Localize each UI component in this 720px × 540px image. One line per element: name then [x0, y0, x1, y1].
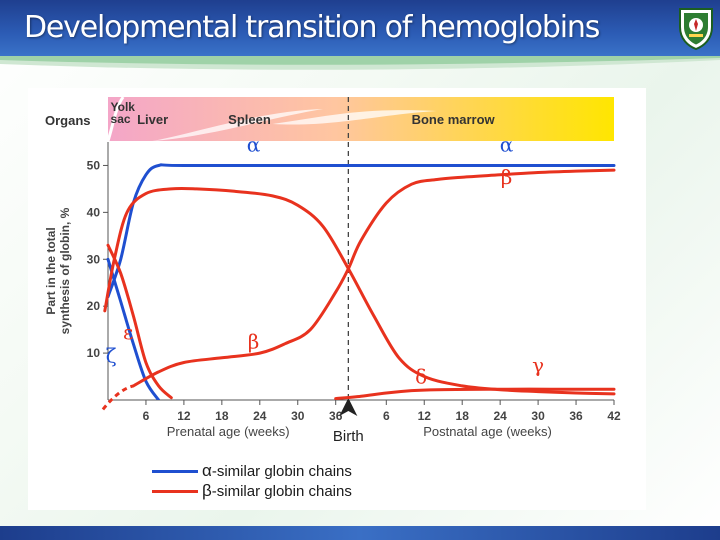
series-line-1 [106, 257, 161, 400]
organ-segment-label-0: Yolk [111, 100, 136, 114]
legend-line-alpha [152, 470, 198, 473]
x-tick-label: 6 [383, 409, 390, 423]
legend-symbol-alpha: α [202, 461, 212, 480]
series-label-5: β [501, 165, 513, 189]
y-tick-label: 30 [87, 252, 101, 266]
legend-line-beta [152, 490, 198, 493]
x-axis-label-prenatal: Prenatal age (weeks) [167, 424, 290, 439]
series-group [103, 163, 616, 400]
title-swoosh-decoration [0, 56, 720, 70]
series-label-6: δ [415, 365, 427, 389]
legend-symbol-beta: β [202, 481, 212, 500]
organ-segment-label-0: sac [111, 112, 131, 126]
x-tick-label: 6 [143, 409, 150, 423]
y-tick-label: 50 [87, 158, 101, 172]
series-line-2 [106, 243, 173, 400]
organ-segment-label-3: Bone marrow [412, 112, 496, 127]
organ-band-label: Organs [45, 113, 91, 128]
x-tick-label: 12 [418, 409, 432, 423]
x-tick-label: 30 [531, 409, 545, 423]
legend-item-alpha: α-similar globin chains [152, 461, 392, 481]
x-axis-label-postnatal: Postnatal age (weeks) [423, 424, 552, 439]
series-line-0 [106, 163, 616, 299]
birth-arrow-icon [339, 398, 358, 416]
legend-text-beta: -similar globin chains [211, 483, 352, 500]
chart-panel: Organs Yolk sac Liver Spleen Bone marrow 10 20 3… [28, 88, 646, 510]
bottom-bar [0, 526, 720, 540]
organ-band-wave [152, 109, 324, 141]
y-tick-label: 10 [87, 346, 101, 360]
organ-band-wave [106, 96, 125, 142]
birth-label: Birth [333, 428, 364, 445]
series-label-2: ε [123, 320, 133, 344]
x-tick-label: 36 [329, 409, 343, 423]
series-line-6 [334, 387, 616, 400]
x-tick-label: 42 [607, 409, 621, 423]
x-tick-label: 24 [253, 409, 267, 423]
organ-segment-label-1: Liver [137, 112, 168, 127]
organ-band-wave [272, 110, 437, 125]
x-tick-label: 18 [456, 409, 470, 423]
slide-title: Developmental transition of hemoglobins [24, 10, 600, 45]
title-bar: Developmental transition of hemoglobins [0, 0, 720, 56]
y-tick-label: 20 [87, 299, 101, 313]
organ-segment-label-2: Spleen [228, 112, 271, 127]
x-tick-label: 24 [493, 409, 507, 423]
y-axis-label: Part in the total [44, 227, 58, 314]
series-label-7: α [500, 132, 514, 156]
series-label-1: ζ [106, 343, 117, 367]
y-axis-label: synthesis of globin, % [58, 207, 72, 334]
x-tick-label: 18 [215, 409, 229, 423]
chart-legend: α-similar globin chains β-similar globin… [152, 461, 392, 505]
y-tick-label: 40 [87, 205, 101, 219]
legend-item-beta: β-similar globin chains [152, 481, 392, 501]
series-label-4: β [248, 329, 260, 353]
x-tick-label: 12 [177, 409, 191, 423]
series-label-3: γ [532, 353, 544, 377]
legend-text-alpha: -similar globin chains [211, 463, 352, 480]
series-extrapolation-dashed [101, 384, 134, 411]
series-line-4 [131, 168, 616, 388]
x-tick-label: 30 [291, 409, 305, 423]
series-label-0: α [247, 132, 261, 156]
x-tick-label: 36 [569, 409, 583, 423]
university-crest-icon [679, 8, 713, 51]
